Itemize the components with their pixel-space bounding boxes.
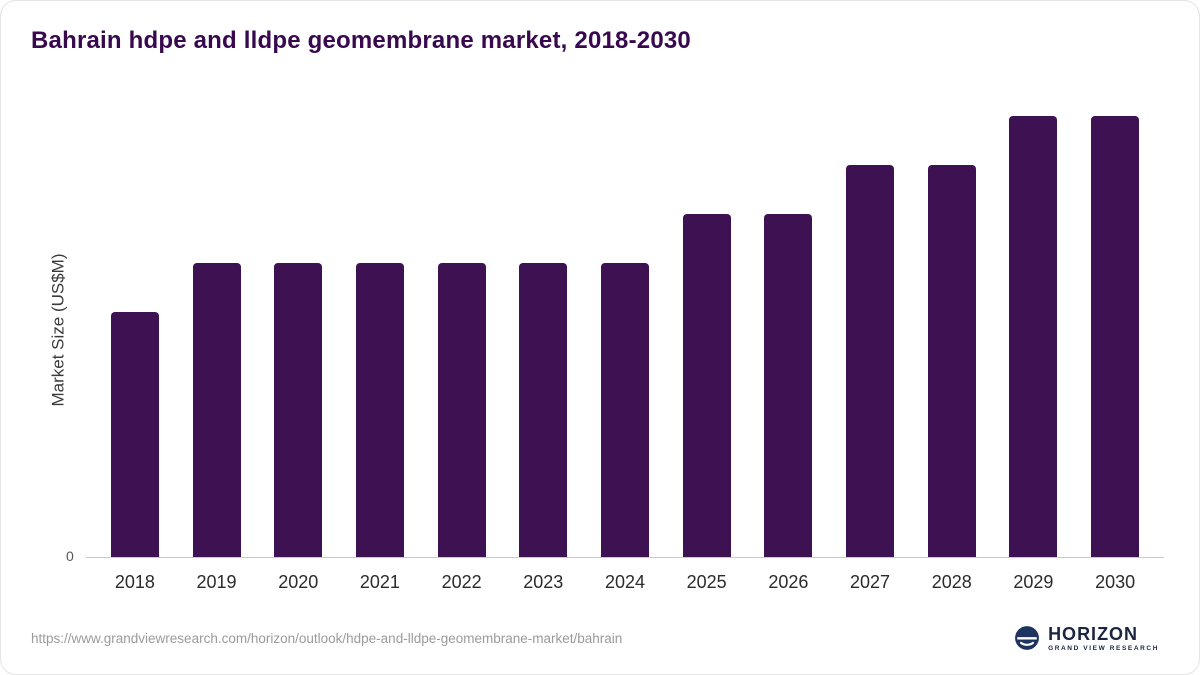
x-axis-labels: 2018 2019 2020 2021 2022 2023 2024 2025 2026 2027… [86, 558, 1164, 593]
bar-2020 [274, 262, 323, 557]
horizon-logo-text: HORIZON GRAND VIEW RESEARCH [1048, 625, 1159, 653]
logo-name: HORIZON [1048, 623, 1139, 644]
x-tick-label: 2019 [196, 572, 237, 592]
x-tick-label: 2025 [686, 572, 727, 592]
bar-column [176, 101, 258, 557]
chart-title: Bahrain hdpe and lldpe geomembrane marke… [31, 27, 691, 54]
y-axis-zero-tick: 0 [66, 548, 74, 564]
chart-area: Market Size (US$M) 0 2018 2019 2020 2021 202… [31, 101, 1164, 593]
bar-column [421, 101, 503, 557]
bar-2026 [764, 213, 813, 557]
x-tick-label: 2030 [1095, 572, 1136, 592]
bar-column [502, 101, 584, 557]
x-tick-label: 2022 [441, 572, 482, 592]
bar-2025 [682, 213, 731, 557]
bar-2027 [846, 164, 895, 557]
bar-column [829, 101, 911, 557]
plot-area [86, 101, 1164, 558]
x-tick-label: 2021 [359, 572, 400, 592]
bar-column [748, 101, 830, 557]
bar-2029 [1009, 115, 1058, 557]
x-tick-label: 2026 [768, 572, 809, 592]
bar-2021 [355, 262, 404, 557]
y-axis-label: Market Size (US$M) [48, 252, 68, 407]
x-tick-label: 2028 [931, 572, 972, 592]
bar-2019 [192, 262, 241, 557]
bar-2023 [519, 262, 568, 557]
logo-subtitle: GRAND VIEW RESEARCH [1048, 644, 1159, 652]
x-tick-label: 2027 [850, 572, 891, 592]
bar-column [339, 101, 421, 557]
x-tick-label: 2018 [114, 572, 155, 592]
source-url: https://www.grandviewresearch.com/horizo… [31, 630, 623, 646]
horizon-logo: HORIZON GRAND VIEW RESEARCH [1014, 625, 1159, 653]
bar-column [666, 101, 748, 557]
x-tick-label: 2020 [278, 572, 319, 592]
bar-column [94, 101, 176, 557]
bar-2018 [110, 311, 159, 557]
y-axis: Market Size (US$M) [31, 101, 86, 558]
bar-column [911, 101, 993, 557]
horizon-logo-icon [1015, 626, 1039, 651]
bar-column [257, 101, 339, 557]
x-tick-label: 2029 [1013, 572, 1054, 592]
bar-2028 [927, 164, 976, 557]
bar-2024 [600, 262, 649, 557]
x-tick-label: 2023 [523, 572, 564, 592]
x-tick-label: 2024 [604, 572, 645, 592]
bar-column [1074, 101, 1156, 557]
plot-region: 0 2018 2019 2020 2021 2022 2023 2024 2025 2026 20… [66, 101, 1164, 593]
bar-2022 [437, 262, 486, 557]
footer: https://www.grandviewresearch.com/horizo… [31, 625, 1159, 653]
bar-column [584, 101, 666, 557]
bar-column [993, 101, 1075, 557]
bar-2030 [1091, 115, 1140, 557]
